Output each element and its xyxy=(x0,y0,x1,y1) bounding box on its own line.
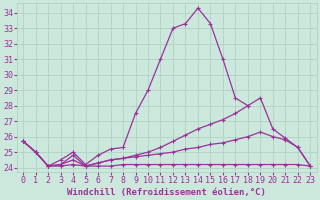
X-axis label: Windchill (Refroidissement éolien,°C): Windchill (Refroidissement éolien,°C) xyxy=(67,188,266,197)
